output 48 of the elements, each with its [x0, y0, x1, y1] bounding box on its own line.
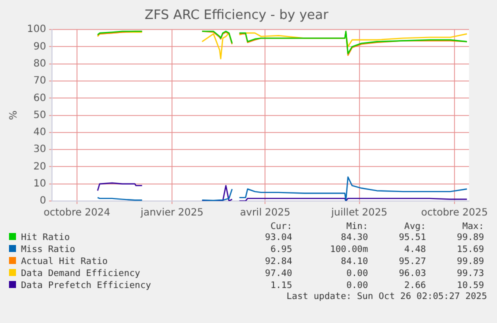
text: Cur: — [269, 222, 294, 232]
legend-label: Data Demand Efficiency — [20, 268, 142, 280]
y-tick-label: 30 — [33, 144, 46, 156]
chart-title: ZFS ARC Efficiency - by year — [144, 8, 329, 24]
text: 84.10 — [340, 256, 370, 268]
text: 15.69 — [456, 244, 485, 256]
legend-label: Miss Ratio — [20, 244, 76, 256]
y-tick-label: 10 — [33, 178, 46, 190]
text: 10.59 — [456, 280, 485, 292]
text: 1.15 — [269, 280, 294, 292]
text: 95.51 — [398, 232, 427, 244]
y-tick-label: 70 — [33, 76, 46, 87]
text: 99.89 — [456, 256, 485, 268]
y-axis-title: % — [8, 110, 20, 120]
text: 93.04 — [264, 232, 294, 244]
legend-label: Data Prefetch Efficiency — [20, 280, 152, 292]
legend-label: Hit Ratio — [20, 232, 71, 244]
text: Min: — [345, 222, 370, 232]
text: Max: — [461, 222, 485, 232]
y-tick-label: 80 — [33, 58, 46, 70]
text: 96.03 — [398, 268, 427, 280]
text: 0.00 — [345, 268, 370, 280]
x-tick-label: octobre 2025 — [421, 208, 488, 219]
text: 92.84 — [264, 256, 294, 268]
text: 4.48 — [403, 244, 427, 256]
x-tick-label: avril 2025 — [240, 208, 290, 219]
text: 2.66 — [403, 280, 427, 292]
text: 100.00m — [329, 244, 370, 256]
text: 0.00 — [345, 280, 370, 292]
y-tick-label: 100 — [26, 24, 46, 36]
text: 6.95 — [269, 244, 294, 256]
y-tick-label: 40 — [33, 127, 46, 138]
x-tick-label: juillet 2025 — [330, 208, 388, 219]
x-tick-label: janvier 2025 — [140, 208, 204, 219]
text: Last update: Sun Oct 26 02:05:27 2025 — [286, 292, 487, 302]
text: 84.30 — [340, 232, 370, 244]
text: 97.40 — [264, 268, 294, 280]
x-tick-label: octobre 2024 — [44, 208, 110, 219]
y-tick-label: 90 — [33, 41, 46, 52]
y-tick-label: 50 — [33, 110, 46, 121]
y-tick-label: 0 — [40, 196, 46, 207]
text: Avg: — [403, 222, 427, 232]
text: 95.27 — [398, 256, 427, 268]
y-tick-label: 20 — [33, 161, 46, 172]
text: 99.73 — [456, 268, 485, 280]
y-tick-label: 60 — [33, 92, 46, 104]
text: 99.89 — [456, 232, 485, 244]
legend-label: Actual Hit Ratio — [20, 256, 109, 268]
